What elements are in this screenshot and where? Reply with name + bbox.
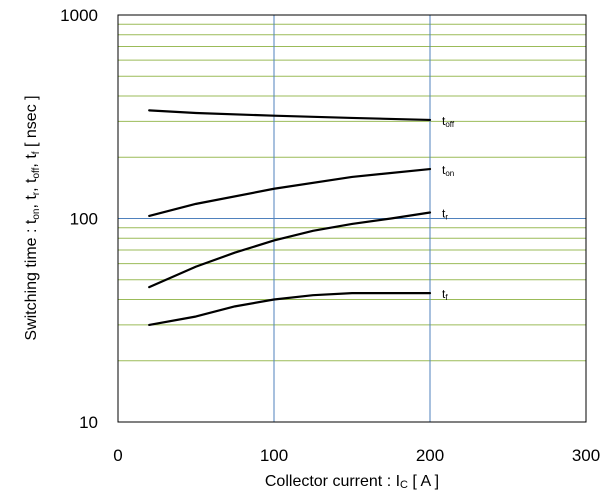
grid-lines xyxy=(118,15,586,422)
series-line-tr xyxy=(148,211,432,289)
series-line-toff xyxy=(148,109,432,122)
y-tick-label: 10 xyxy=(79,413,98,432)
plot-area-border xyxy=(117,14,587,423)
y-axis-label: Switching time : ton, tr, toff, tf [ nse… xyxy=(23,95,42,340)
x-tick-label: 300 xyxy=(572,446,600,465)
x-tick-label: 100 xyxy=(260,446,288,465)
series-line-ton xyxy=(148,167,432,217)
y-tick-label: 100 xyxy=(70,210,98,229)
series-lines xyxy=(148,109,432,327)
series-label-ton: ton xyxy=(442,163,454,178)
y-tick-label: 1000 xyxy=(60,6,98,25)
series-line-tf xyxy=(148,291,432,327)
series-labels: toff ton tr tf xyxy=(442,114,455,302)
series-label-tf: tf xyxy=(442,287,448,302)
tick-labels: 0 100 200 300 10 100 1000 xyxy=(60,6,600,465)
x-tick-label: 200 xyxy=(416,446,444,465)
series-label-toff: toff xyxy=(442,114,455,129)
x-axis-label: Collector current : IC [ A ] xyxy=(265,473,439,491)
series-label-tr: tr xyxy=(442,207,448,222)
x-tick-label: 0 xyxy=(113,446,122,465)
